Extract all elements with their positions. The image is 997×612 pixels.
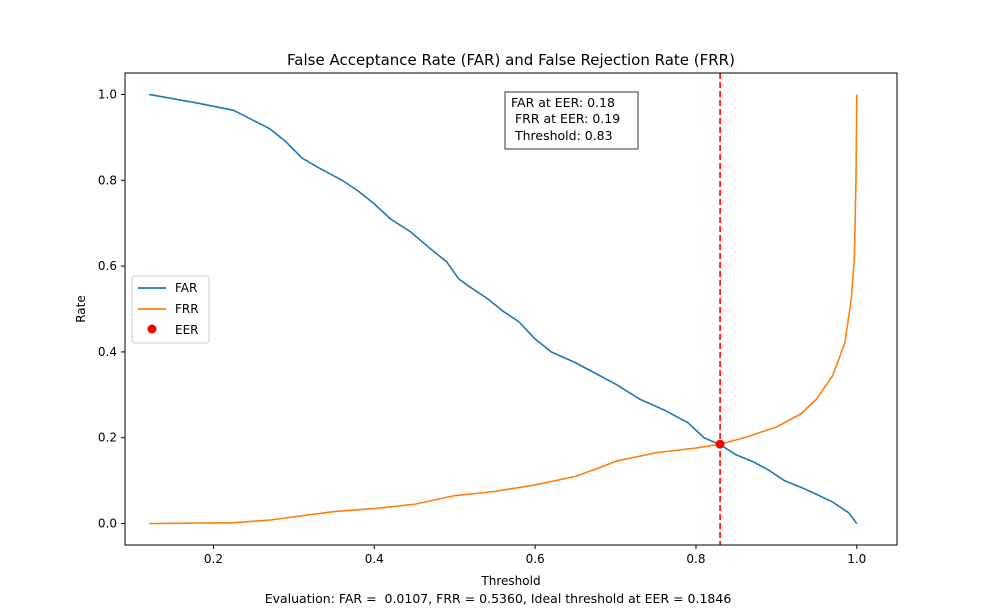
y-tick-label: 0.6 [98, 259, 117, 273]
legend-frr-label: FRR [175, 302, 199, 316]
annotation-line: FAR at EER: 0.18 [511, 95, 615, 110]
chart-title: False Acceptance Rate (FAR) and False Re… [287, 51, 735, 69]
series-line-frr [149, 94, 858, 525]
x-tick-label: 0.6 [526, 552, 545, 566]
x-axis-label: Threshold [480, 574, 540, 588]
y-tick-label: 1.0 [98, 87, 117, 101]
y-tick-label: 0.4 [98, 345, 117, 359]
legend-far-label: FAR [175, 281, 197, 295]
legend-eer-marker [147, 324, 157, 334]
annotation-box: FAR at EER: 0.18 FRR at EER: 0.19 Thresh… [504, 91, 639, 150]
eer-point [715, 439, 725, 449]
x-tick-label: 0.2 [204, 552, 223, 566]
y-tick-label: 0.0 [98, 517, 117, 531]
x-tick-label: 1.0 [847, 552, 866, 566]
plot-frame [124, 72, 898, 546]
y-tick-label: 0.2 [98, 431, 117, 445]
series-line-far [148, 93, 858, 525]
evaluation-footer: Evaluation: FAR = 0.0107, FRR = 0.5360, … [265, 591, 732, 606]
y-axis-label: Rate [74, 295, 88, 323]
legend: FAR FRR EER [131, 275, 210, 344]
legend-eer-label: EER [175, 323, 199, 337]
x-tick-label: 0.8 [686, 552, 705, 566]
annotation-line: Threshold: 0.83 [511, 128, 613, 143]
annotation-line: FRR at EER: 0.19 [511, 111, 620, 126]
y-tick-label: 0.8 [98, 173, 117, 187]
x-tick-label: 0.4 [365, 552, 384, 566]
